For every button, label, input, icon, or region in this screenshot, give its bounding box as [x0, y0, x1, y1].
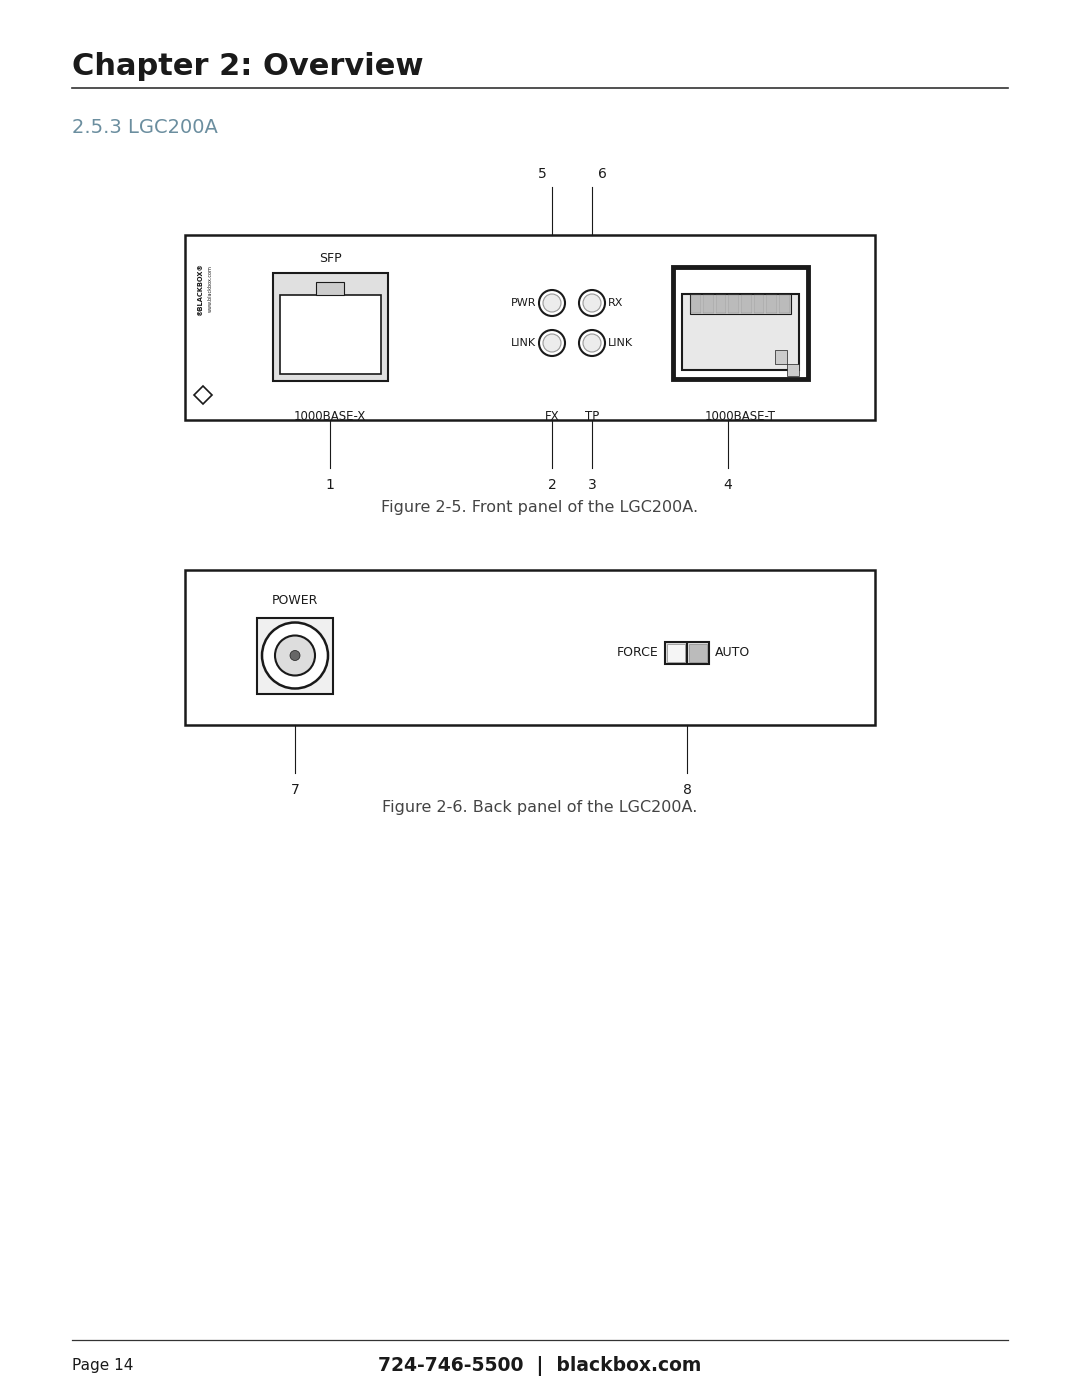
- Bar: [754, 295, 765, 313]
- Text: AUTO: AUTO: [715, 645, 751, 659]
- Text: 1000BASE-X: 1000BASE-X: [294, 409, 366, 423]
- Text: 5: 5: [538, 168, 546, 182]
- Bar: [741, 295, 752, 313]
- Bar: [786, 365, 798, 376]
- Text: Figure 2-5. Front panel of the LGC200A.: Figure 2-5. Front panel of the LGC200A.: [381, 500, 699, 515]
- Bar: [185, 570, 875, 725]
- Polygon shape: [194, 386, 212, 404]
- Bar: [272, 272, 388, 381]
- Text: 1: 1: [325, 478, 335, 492]
- Bar: [673, 267, 808, 379]
- Bar: [779, 295, 789, 313]
- Text: www.blackbox.com: www.blackbox.com: [207, 265, 213, 312]
- Text: Figure 2-6. Back panel of the LGC200A.: Figure 2-6. Back panel of the LGC200A.: [382, 800, 698, 814]
- Circle shape: [539, 330, 565, 356]
- Circle shape: [539, 291, 565, 316]
- Text: Chapter 2: Overview: Chapter 2: Overview: [72, 52, 423, 81]
- Bar: [728, 295, 739, 313]
- Bar: [690, 295, 701, 313]
- Bar: [185, 235, 875, 420]
- Text: 8: 8: [683, 782, 691, 798]
- Circle shape: [583, 293, 600, 312]
- Text: 4: 4: [724, 478, 732, 492]
- Text: 2.5.3 LGC200A: 2.5.3 LGC200A: [72, 117, 218, 137]
- Bar: [667, 644, 685, 662]
- Text: 724-746-5500  |  blackbox.com: 724-746-5500 | blackbox.com: [378, 1356, 702, 1376]
- Text: SFP: SFP: [319, 251, 341, 265]
- Bar: [703, 295, 714, 313]
- Text: Page 14: Page 14: [72, 1358, 133, 1373]
- Text: RX: RX: [608, 298, 623, 307]
- Circle shape: [543, 334, 561, 352]
- Bar: [689, 644, 707, 662]
- Circle shape: [262, 623, 328, 689]
- Text: TP: TP: [585, 409, 599, 423]
- Text: FX: FX: [544, 409, 559, 423]
- Bar: [766, 295, 777, 313]
- Text: POWER: POWER: [272, 594, 319, 608]
- Bar: [681, 293, 798, 370]
- Text: PWR: PWR: [511, 298, 536, 307]
- Bar: [774, 351, 786, 365]
- Circle shape: [579, 291, 605, 316]
- Text: 1000BASE-T: 1000BASE-T: [704, 409, 775, 423]
- Text: 2: 2: [548, 478, 556, 492]
- Circle shape: [583, 334, 600, 352]
- Bar: [716, 295, 727, 313]
- Text: ®BLACKBOX®: ®BLACKBOX®: [197, 263, 203, 316]
- Text: 7: 7: [291, 782, 299, 798]
- Text: LINK: LINK: [608, 338, 633, 348]
- Bar: [689, 293, 791, 314]
- Bar: [257, 617, 333, 693]
- Text: LINK: LINK: [511, 338, 536, 348]
- Text: 6: 6: [597, 168, 607, 182]
- Circle shape: [543, 293, 561, 312]
- Text: FORCE: FORCE: [618, 645, 659, 659]
- Circle shape: [579, 330, 605, 356]
- Bar: [665, 641, 708, 664]
- Bar: [280, 295, 380, 374]
- Circle shape: [291, 651, 300, 661]
- Circle shape: [275, 636, 315, 676]
- Bar: [316, 282, 345, 295]
- Text: 3: 3: [588, 478, 596, 492]
